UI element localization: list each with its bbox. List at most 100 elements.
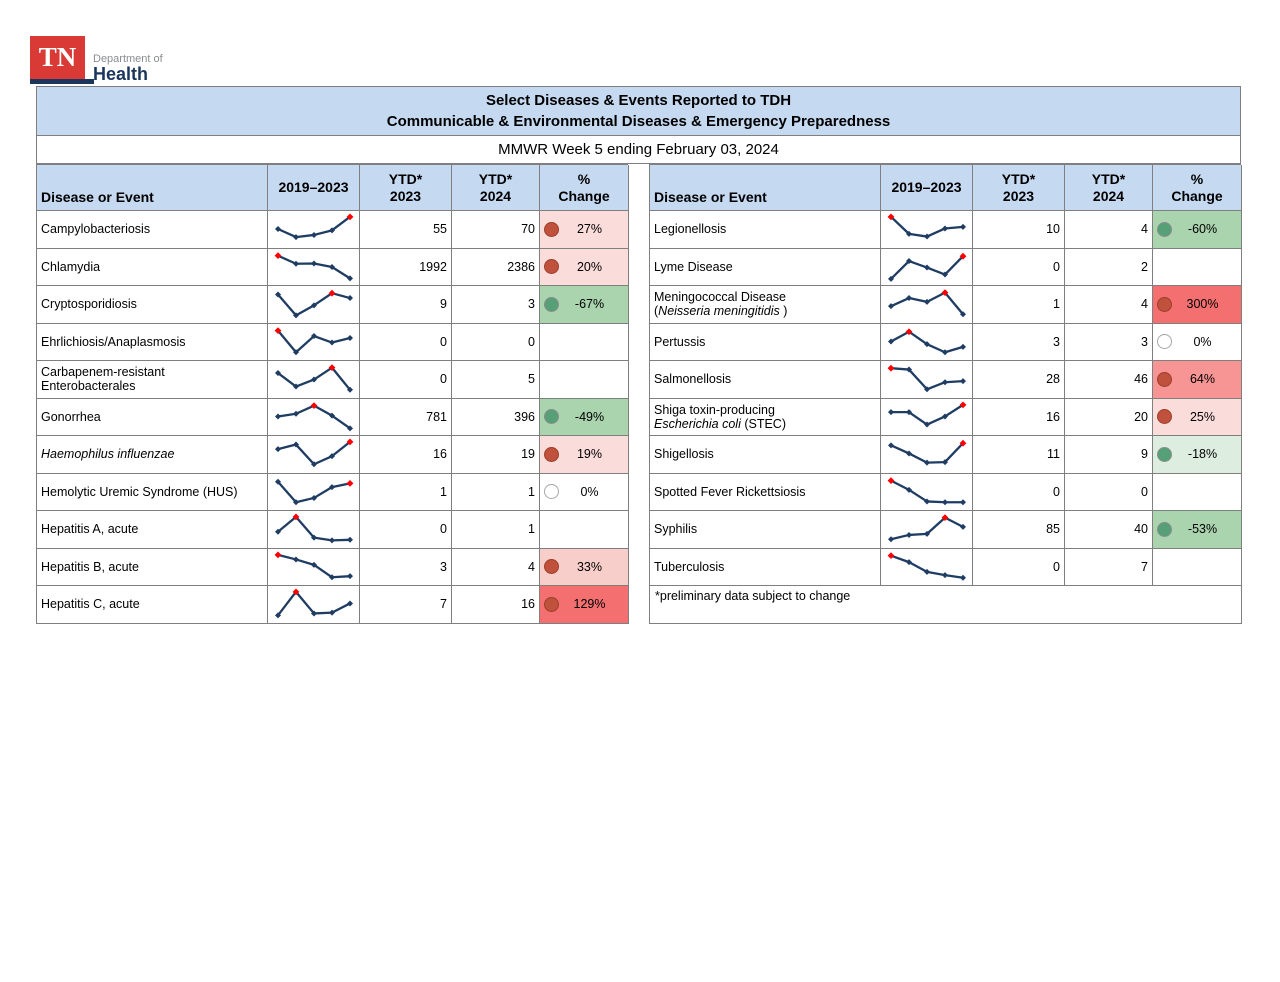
column-header-label: % (577, 170, 591, 187)
ytd-2024-value: 2 (1065, 248, 1153, 286)
trend-cell (268, 436, 360, 474)
trend-marker (923, 233, 930, 240)
trend-marker (941, 413, 948, 420)
percent-change-cell: 300% (1153, 286, 1242, 324)
disease-name-cell: Tuberculosis (650, 548, 881, 586)
trend-marker (274, 528, 281, 535)
disease-name-cell: Cryptosporidiosis (37, 286, 268, 324)
trend-marker (959, 224, 966, 231)
trend-max-marker (887, 365, 894, 372)
column-header-trend: 2019–2023 (268, 165, 360, 211)
trend-marker (959, 343, 966, 350)
tn-logo-text: TN (38, 42, 77, 72)
tables-row: Disease or Event 2019–2023 YTD* 2023 YTD* 202… (36, 164, 1242, 624)
trend-marker (292, 234, 299, 241)
trend-sparkline-chart (887, 552, 966, 581)
disease-name-cell: Shigellosis (650, 436, 881, 474)
disease-name-text: Salmonellosis (654, 372, 732, 387)
trend-max-marker (346, 479, 353, 487)
trend-marker (310, 232, 317, 239)
trend-max-marker (292, 513, 299, 521)
ytd-2024-value: 396 (452, 398, 540, 436)
trend-cell (881, 211, 973, 249)
decrease-dot-icon (1157, 221, 1172, 237)
disease-name-cell: Legionellosis (650, 211, 881, 249)
ytd-2024-value: 1 (452, 511, 540, 549)
trend-marker (274, 446, 281, 453)
column-header-label: YTD* (1091, 170, 1126, 187)
percent-change-cell: 0% (1153, 323, 1242, 361)
disease-name-text: Tuberculosis (654, 559, 725, 574)
trend-cell (268, 473, 360, 511)
trend-cell (268, 211, 360, 249)
ytd-2023-value: 9 (360, 286, 452, 324)
disease-name: Gonorrhea (41, 410, 101, 424)
column-header-pct-change: % Change (540, 165, 629, 211)
ytd-2023-value: 0 (360, 361, 452, 399)
trend-cell (881, 323, 973, 361)
decrease-dot-icon (544, 409, 559, 425)
decrease-dot-icon (544, 296, 559, 312)
trend-marker (923, 386, 930, 393)
trend-marker (941, 225, 948, 232)
trend-marker (292, 383, 299, 390)
trend-marker (328, 412, 335, 419)
percent-change-value: 19% (576, 447, 603, 462)
trend-marker (292, 499, 299, 506)
trend-cell (268, 286, 360, 324)
no-change-dot-icon (544, 484, 559, 500)
disease-name-cell: Salmonellosis (650, 361, 881, 399)
percent-change-cell: 64% (1153, 361, 1242, 399)
trend-sparkline-chart (274, 588, 353, 619)
trend-marker (328, 227, 335, 234)
percent-change-cell: -60% (1153, 211, 1242, 249)
trend-marker (310, 332, 317, 339)
trend-max-marker (887, 552, 894, 559)
trend-marker (328, 483, 335, 490)
trend-marker (923, 264, 930, 271)
disease-name-text: Shigellosis (654, 447, 714, 462)
percent-change-value: 64% (1189, 372, 1216, 387)
ytd-2023-value: 3 (973, 323, 1065, 361)
column-header-ytd-2024: YTD* 2024 (1065, 165, 1153, 211)
percent-change-cell (540, 323, 629, 361)
column-header-label: YTD* (1001, 170, 1036, 187)
column-header-label: 2024 (479, 187, 512, 204)
disease-name-cell: Hepatitis A, acute (37, 511, 268, 549)
trend-sparkline-chart (274, 513, 353, 544)
disease-name: Shigellosis (654, 447, 714, 461)
percent-change-value: 33% (576, 559, 603, 574)
trend-marker (941, 499, 948, 506)
trend-marker (274, 413, 281, 420)
trend-marker (274, 370, 281, 377)
trend-marker (887, 408, 894, 415)
disease-name-text: ( (654, 304, 659, 319)
trend-marker (923, 498, 930, 505)
ytd-2023-value: 1 (973, 286, 1065, 324)
disease-name-cell: Campylobacteriosis (37, 211, 268, 249)
trend-sparkline-chart (887, 440, 966, 466)
trend-sparkline-chart (887, 365, 966, 393)
trend-max-marker (274, 551, 281, 558)
disease-name: Hepatitis C, acute (41, 597, 140, 611)
percent-change-cell: 27% (540, 211, 629, 249)
trend-marker (346, 537, 353, 544)
trend-marker (923, 568, 930, 575)
trend-marker (959, 524, 966, 531)
disease-name-cell: Pertussis (650, 323, 881, 361)
ytd-2024-value: 19 (452, 436, 540, 474)
percent-change-value: -18% (1187, 447, 1218, 462)
trend-marker (310, 494, 317, 501)
trend-marker (905, 558, 912, 565)
trend-marker (905, 532, 912, 539)
trend-cell (881, 361, 973, 399)
trend-marker (328, 574, 335, 581)
ytd-2024-value: 46 (1065, 361, 1153, 399)
ytd-2023-value: 85 (973, 511, 1065, 549)
ytd-2023-value: 16 (973, 398, 1065, 436)
column-header-label: Disease or Event (41, 189, 154, 205)
ytd-2024-value: 7 (1065, 548, 1153, 586)
disease-name-text: Haemophilus influenzae (41, 447, 175, 462)
trend-max-marker (905, 328, 912, 335)
ytd-2023-value: 0 (973, 473, 1065, 511)
